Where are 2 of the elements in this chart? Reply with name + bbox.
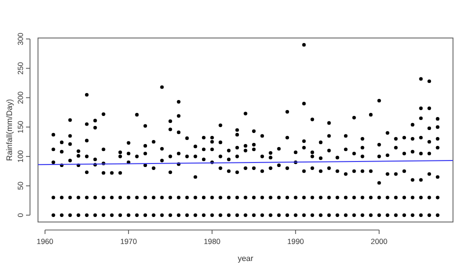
y-axis-title: Rainfall(mm/Day) <box>5 98 14 161</box>
x-axis-title: year <box>238 254 254 263</box>
